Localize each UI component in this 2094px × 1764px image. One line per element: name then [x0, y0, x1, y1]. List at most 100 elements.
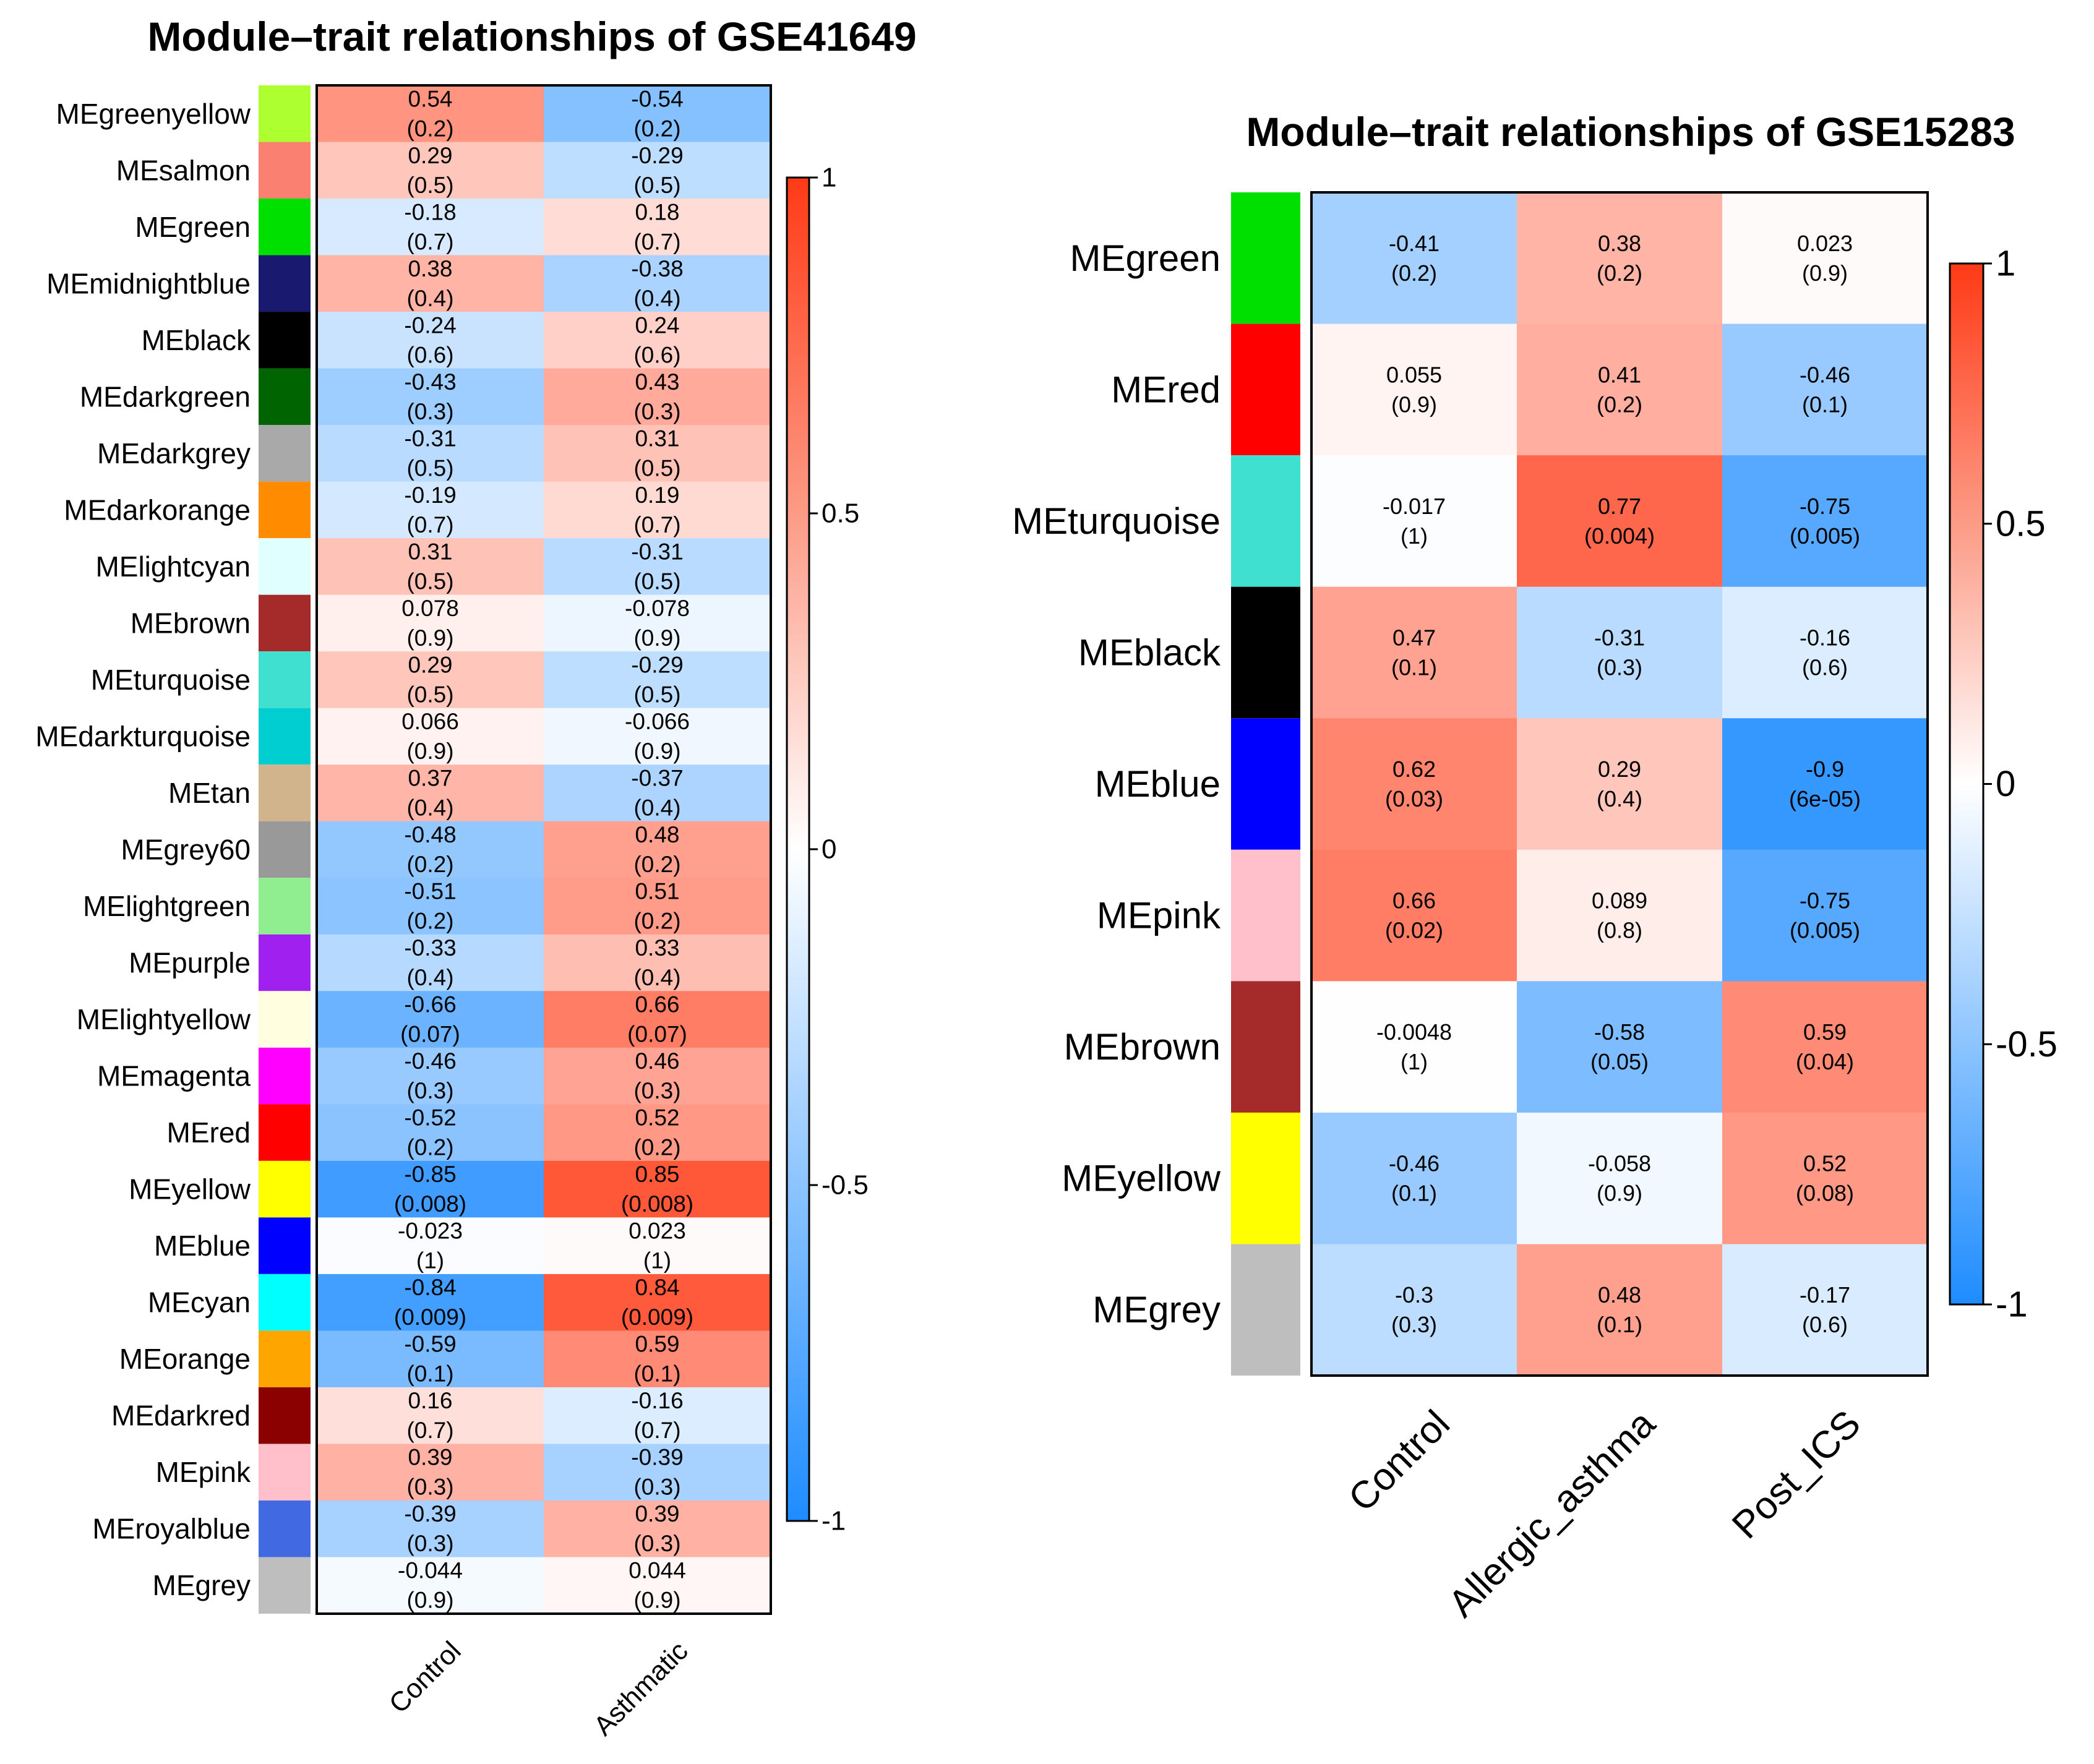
row-label: MEdarkgreen	[80, 380, 251, 413]
heatmap-cell	[544, 1500, 771, 1557]
cell-pvalue-label: (0.5)	[633, 568, 680, 594]
cell-pvalue-label: (0.005)	[1790, 523, 1860, 549]
heatmap-cell	[544, 1104, 771, 1162]
heatmap-cell	[544, 878, 771, 935]
row-label: MEsalmon	[116, 154, 251, 186]
cell-pvalue-label: (0.1)	[1802, 392, 1848, 417]
heatmap-cell	[544, 821, 771, 878]
cell-correlation-label: -0.39	[631, 1445, 683, 1470]
legend-tick-label: 1	[1996, 244, 2015, 284]
cell-pvalue-label: (0.4)	[406, 965, 453, 990]
cell-correlation-label: -0.41	[1389, 231, 1440, 256]
heatmap-cell	[317, 425, 544, 482]
heatmap-cell	[1517, 849, 1723, 982]
heatmap-cell	[317, 312, 544, 369]
cell-pvalue-label: (0.07)	[400, 1022, 460, 1047]
cell-pvalue-label: (0.04)	[1796, 1049, 1854, 1074]
cell-pvalue-label: (0.2)	[406, 1135, 453, 1160]
heatmap-cell	[544, 312, 771, 369]
cell-correlation-label: -0.58	[1594, 1019, 1645, 1045]
heatmap-cell	[544, 991, 771, 1048]
heatmap-cell	[544, 1274, 771, 1331]
cell-pvalue-label: (0.4)	[633, 965, 680, 990]
cell-pvalue-label: (0.008)	[621, 1191, 693, 1217]
row-label: MEblue	[154, 1230, 251, 1262]
cell-pvalue-label: (0.4)	[406, 795, 453, 820]
cell-correlation-label: -0.46	[1389, 1151, 1440, 1176]
cell-correlation-label: -0.29	[631, 143, 683, 168]
cell-correlation-label: 0.48	[635, 822, 679, 847]
cell-correlation-label: 0.37	[408, 765, 452, 790]
heatmap-cell	[317, 1387, 544, 1444]
heatmap-cell	[317, 1330, 544, 1388]
heatmap-cell	[1517, 1112, 1723, 1244]
cell-pvalue-label: (0.2)	[1597, 260, 1642, 286]
row-label: MEdarkorange	[64, 494, 251, 526]
cell-pvalue-label: (0.1)	[1391, 1181, 1437, 1206]
heatmap-cell	[317, 1444, 544, 1501]
module-swatch-MEyellow	[259, 1160, 311, 1218]
module-swatch-MEred	[1231, 323, 1300, 456]
cell-pvalue-label: (0.9)	[633, 625, 680, 651]
heatmap-cell	[1517, 323, 1723, 456]
heatmap-cell	[1722, 1244, 1928, 1376]
cell-pvalue-label: (0.2)	[633, 909, 680, 934]
cell-pvalue-label: (0.3)	[633, 399, 680, 424]
row-label: MElightcyan	[95, 550, 251, 583]
cell-pvalue-label: (0.1)	[1597, 1312, 1642, 1337]
cell-pvalue-label: (0.009)	[394, 1304, 466, 1330]
cell-pvalue-label: (0.009)	[621, 1304, 693, 1330]
heatmap-panel-gse15283: Module–trait relationships of GSE15283 -…	[1012, 109, 2058, 1625]
cell-correlation-label: -0.044	[398, 1558, 463, 1583]
legend-tick-label: 0.5	[822, 499, 859, 529]
cell-pvalue-label: (0.2)	[633, 852, 680, 877]
heatmap-cell	[1722, 455, 1928, 588]
cell-pvalue-label: (0.3)	[1391, 1312, 1437, 1337]
row-label: MEgreen	[135, 211, 251, 243]
row-label: MEpink	[156, 1456, 251, 1488]
chart-title: Module–trait relationships of GSE15283	[1246, 109, 2015, 155]
heatmap-cell	[544, 425, 771, 482]
column-labels: Control Asthmatic	[384, 1635, 694, 1741]
row-label: MEmagenta	[97, 1060, 251, 1092]
cell-pvalue-label: (0.9)	[1802, 260, 1848, 286]
module-swatch-MElightyellow	[259, 991, 311, 1048]
heatmap-frame	[1310, 191, 1929, 1377]
cell-correlation-label: -0.078	[625, 596, 690, 621]
cell-correlation-label: -0.75	[1800, 888, 1850, 914]
heatmap-cell	[1722, 586, 1928, 719]
module-swatch-MEgreen	[1231, 192, 1300, 324]
cell-correlation-label: -0.16	[1800, 625, 1850, 650]
cell-correlation-label: -0.18	[404, 199, 456, 225]
cell-pvalue-label: (0.5)	[633, 173, 680, 198]
module-swatch-MEdarkred	[259, 1387, 311, 1444]
module-swatch-MEred	[259, 1104, 311, 1161]
heatmap-cell	[544, 651, 771, 709]
row-label: MEgrey	[1092, 1289, 1221, 1330]
heatmap-cell	[1722, 718, 1928, 850]
legend-tick-label: 0.5	[1996, 503, 2046, 544]
row-label: MEcyan	[148, 1287, 251, 1319]
cell-pvalue-label: (0.9)	[1597, 1181, 1642, 1206]
heatmap-cell	[317, 821, 544, 878]
row-label: MEbrown	[131, 607, 251, 639]
cell-pvalue-label: (0.7)	[633, 229, 680, 254]
cell-pvalue-label: (0.1)	[633, 1361, 680, 1387]
cell-pvalue-label: (0.6)	[1802, 654, 1848, 680]
heatmap-cell	[1311, 192, 1517, 325]
module-swatch-MEbrown	[259, 594, 311, 652]
cell-correlation-label: 0.16	[408, 1388, 452, 1413]
heatmap-cell	[1311, 981, 1517, 1113]
heatmap-cell	[544, 708, 771, 765]
cell-correlation-label: 0.84	[635, 1275, 679, 1300]
cell-correlation-label: 0.54	[408, 86, 452, 111]
cell-correlation-label: 0.41	[1598, 362, 1641, 387]
heatmap-cell	[544, 255, 771, 312]
module-swatch-MEgrey	[1231, 1244, 1300, 1376]
heatmap-cell	[317, 1217, 544, 1275]
heatmap-cell	[317, 878, 544, 935]
cell-pvalue-label: (0.008)	[394, 1191, 466, 1217]
cell-pvalue-label: (0.9)	[633, 1588, 680, 1613]
module-swatch-MEtan	[259, 764, 311, 821]
row-label: MEdarkturquoise	[35, 720, 251, 752]
